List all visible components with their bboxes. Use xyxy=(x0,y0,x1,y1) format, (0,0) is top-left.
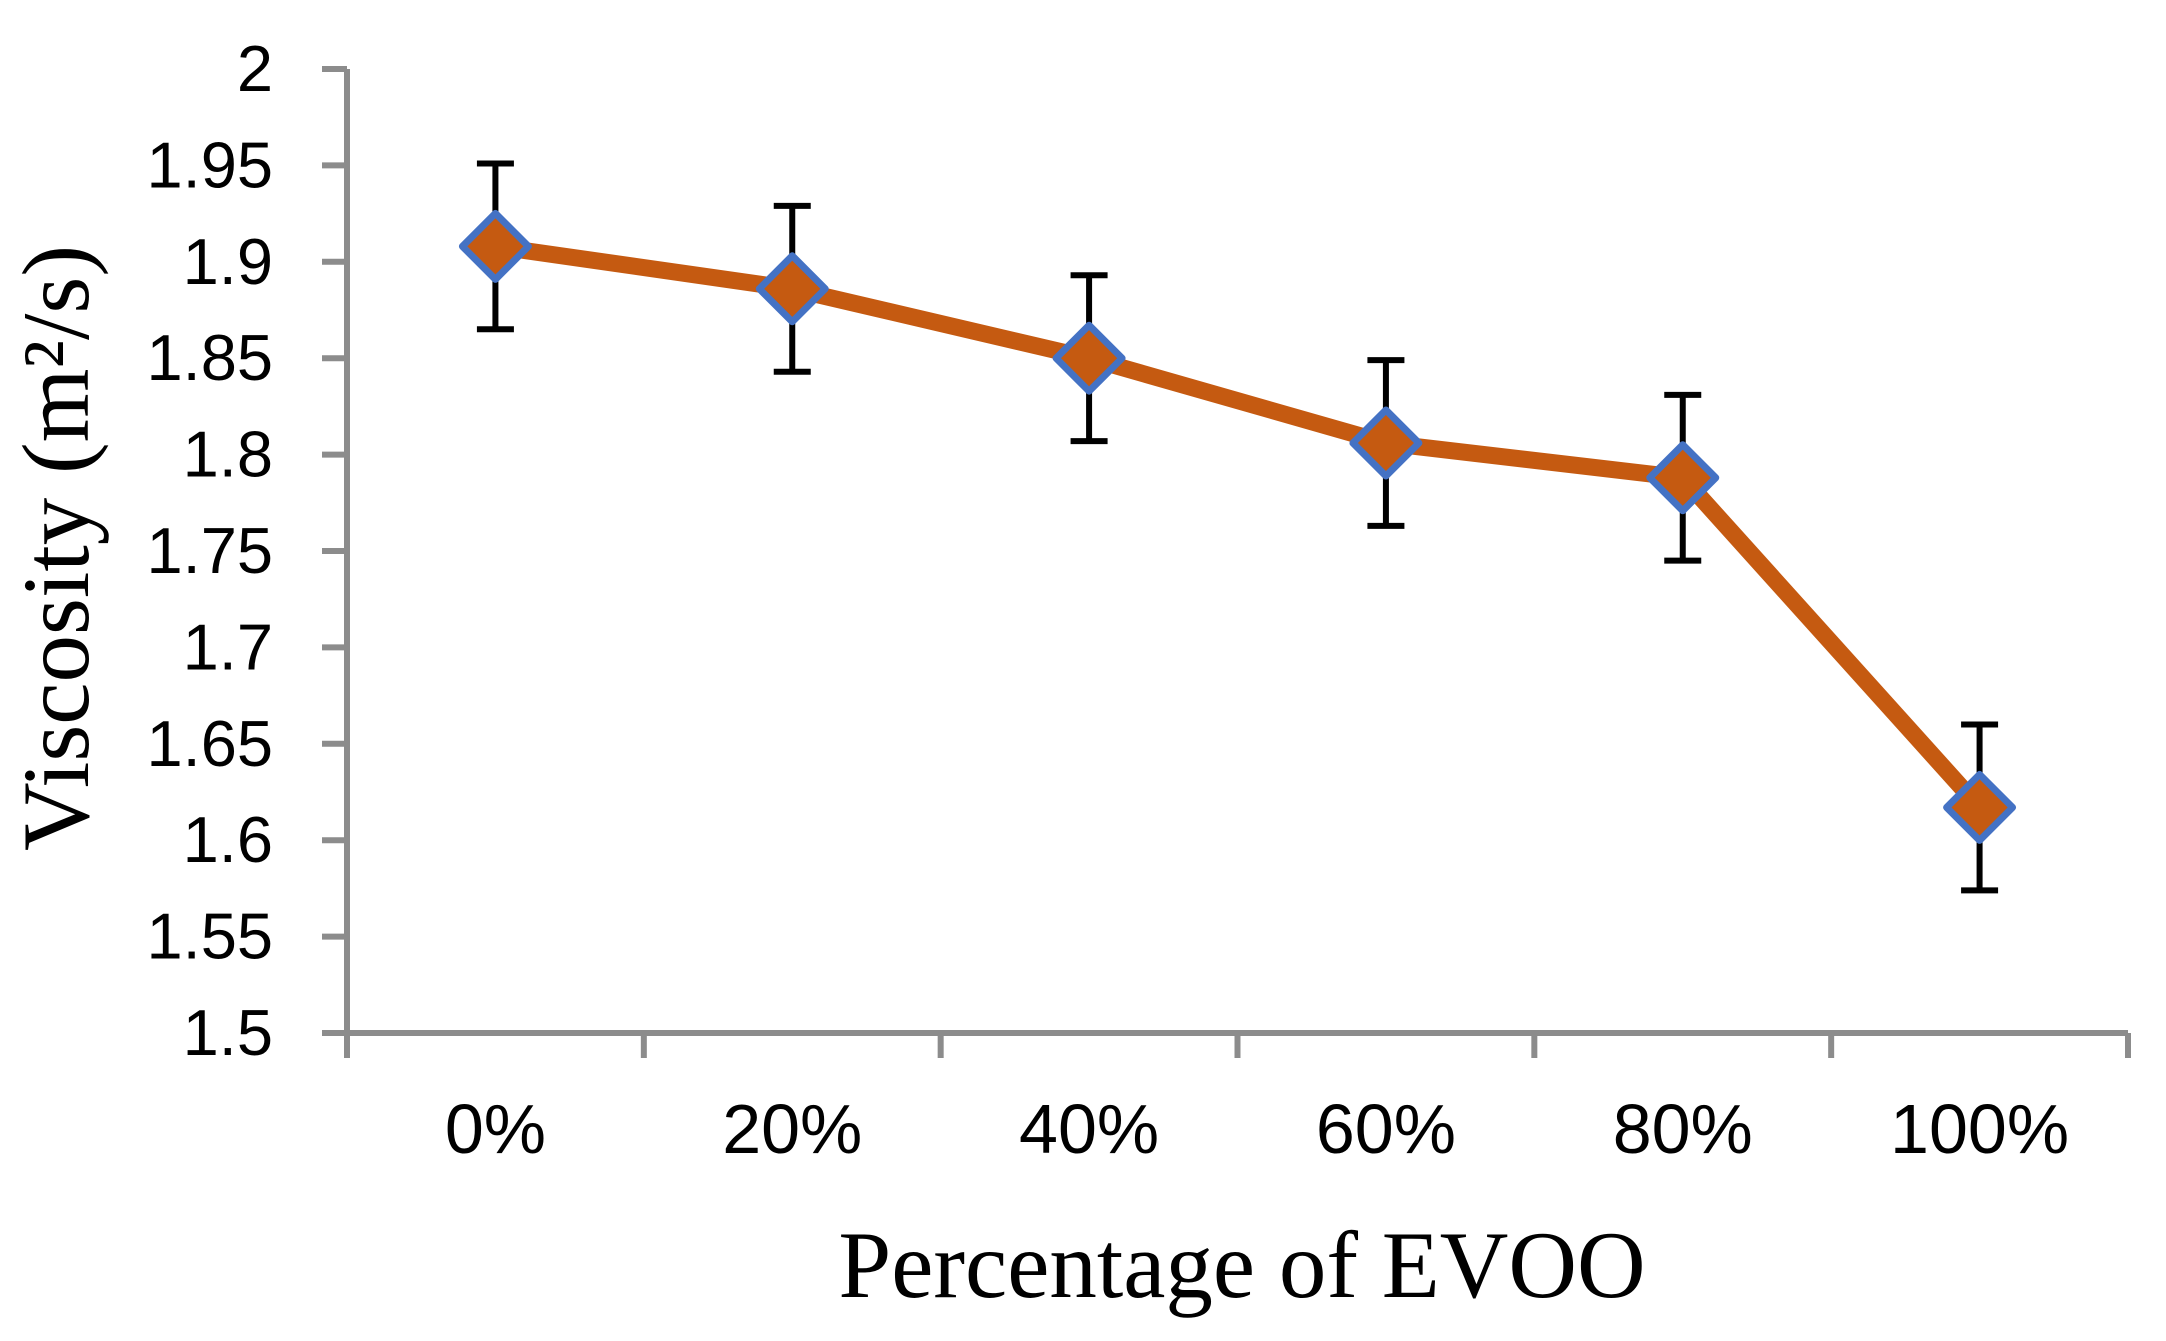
y-axis-tick-label: 1.7 xyxy=(183,610,273,683)
y-axis-tick-label: 1.95 xyxy=(146,128,273,201)
x-axis-tick-label: 20% xyxy=(722,1090,862,1168)
x-axis-tick-label: 80% xyxy=(1613,1090,1753,1168)
y-axis-tick-label: 1.6 xyxy=(183,803,273,876)
y-axis-tick-label: 1.9 xyxy=(183,225,273,298)
y-axis-tick-label: 1.5 xyxy=(183,996,273,1069)
series-line xyxy=(486,237,1989,816)
x-axis-tick-label: 0% xyxy=(445,1090,546,1168)
x-axis-title: Percentage of EVOO xyxy=(838,1212,1645,1318)
x-axis-tick-label: 40% xyxy=(1019,1090,1159,1168)
data-point-marker xyxy=(1349,406,1423,480)
x-axis-tick-label: 60% xyxy=(1316,1090,1456,1168)
y-axis-tick-label: 1.75 xyxy=(146,514,273,587)
y-axis-tick-label: 1.55 xyxy=(146,900,273,973)
data-point-marker xyxy=(1646,441,1720,515)
series-line-group xyxy=(486,237,1989,816)
data-point-marker xyxy=(458,209,532,283)
y-axis-tick-label: 1.65 xyxy=(146,707,273,780)
data-point-marker xyxy=(755,252,829,326)
y-axis-tick-label: 1.8 xyxy=(183,418,273,491)
y-axis-ticks xyxy=(322,66,347,1036)
data-point-marker xyxy=(1943,770,2017,844)
data-point-markers xyxy=(458,209,2017,844)
data-point-marker xyxy=(1052,321,1126,395)
x-axis-tick-label: 100% xyxy=(1890,1090,2069,1168)
y-axis-tick-labels: 2 1.95 1.9 1.85 1.8 1.75 1.7 1.65 1.6 1.55 1.5 xyxy=(146,32,273,1069)
y-axis-tick-label: 1.85 xyxy=(146,321,273,394)
y-axis-title: Viscosity (m²/s) xyxy=(3,245,109,851)
y-axis-tick-label: 2 xyxy=(237,32,273,105)
x-axis-tick-labels: 0% 20% 40% 60% 80% 100% xyxy=(445,1090,2069,1168)
axes xyxy=(344,69,2128,1036)
x-axis-ticks xyxy=(344,1033,2131,1058)
